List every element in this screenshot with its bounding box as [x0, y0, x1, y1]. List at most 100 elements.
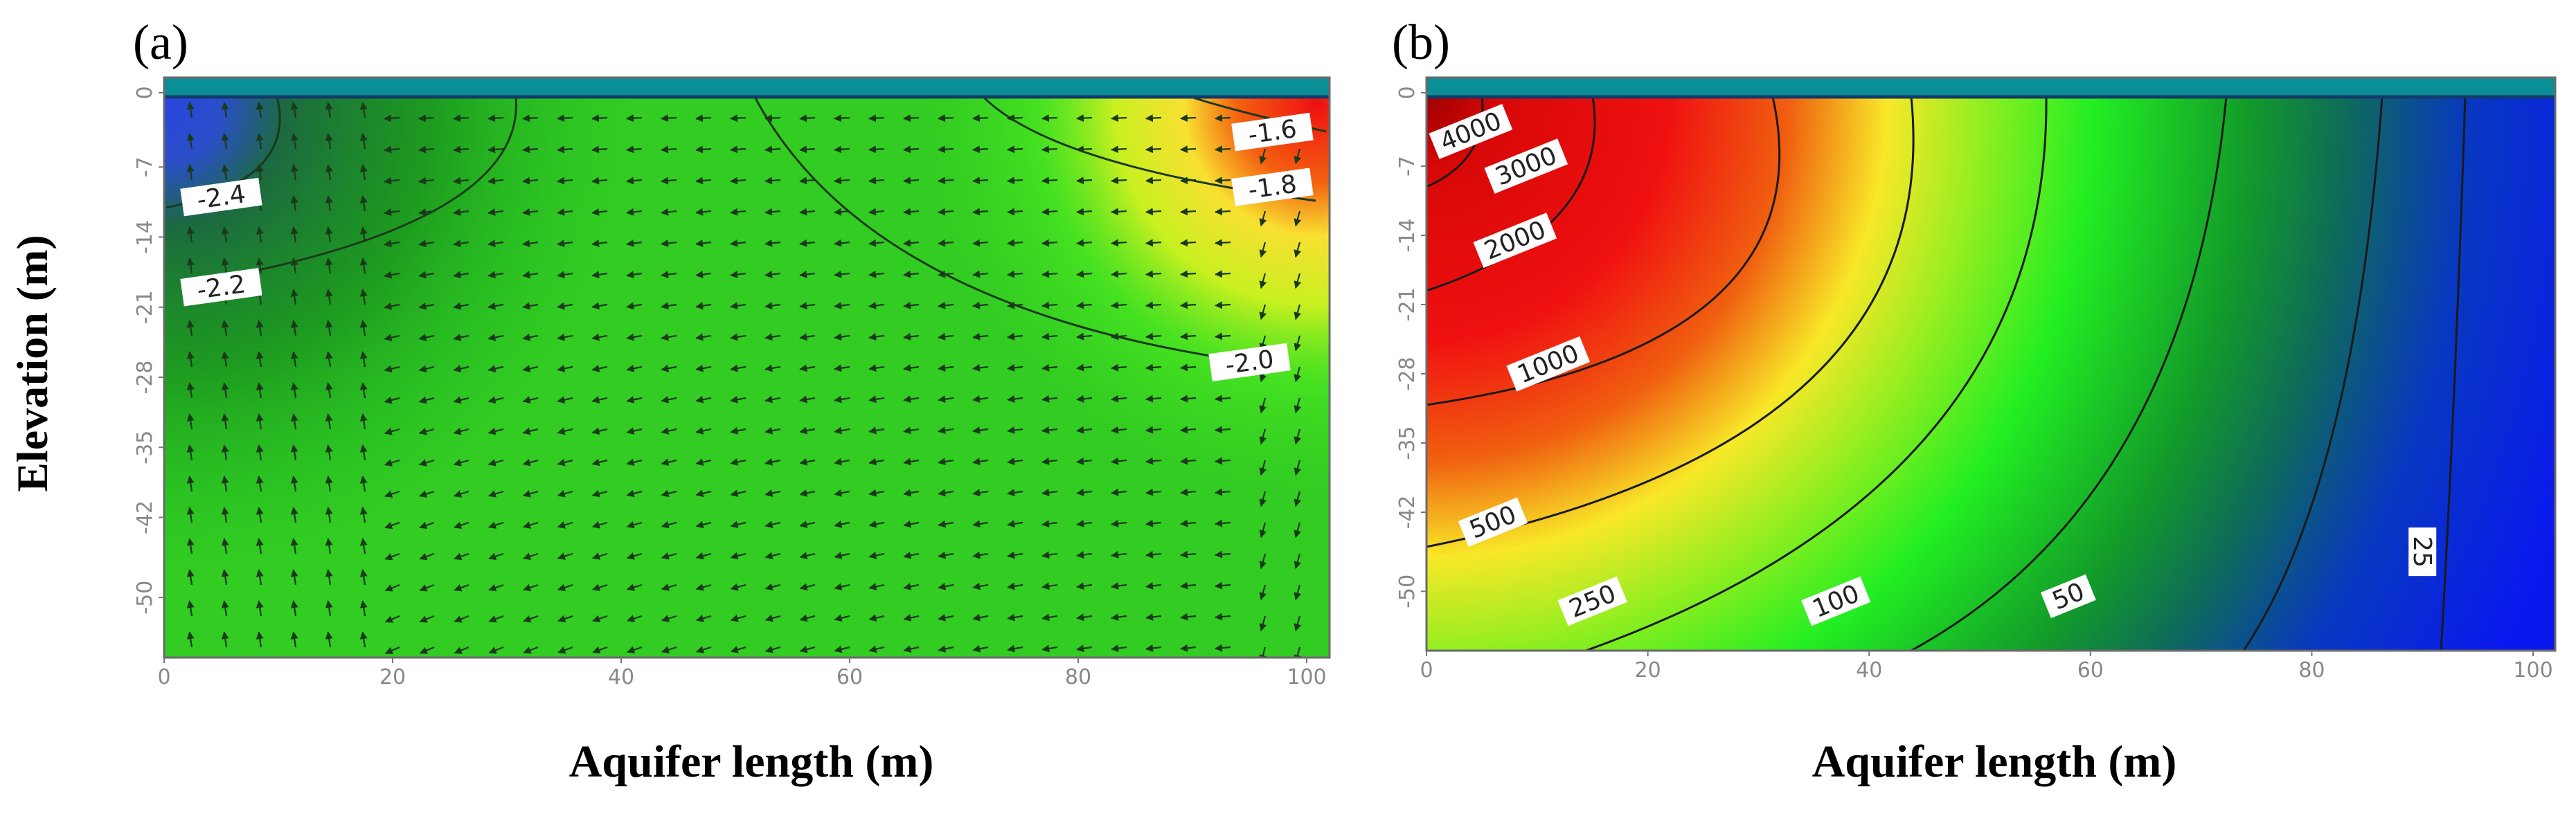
velocity-arrow: [325, 320, 333, 336]
velocity-arrow: [903, 395, 920, 404]
velocity-arrow: [488, 552, 504, 561]
velocity-arrow: [1076, 363, 1093, 372]
velocity-arrow: [523, 615, 539, 623]
velocity-arrow: [384, 302, 400, 310]
velocity-arrow: [522, 427, 539, 435]
velocity-arrow: [556, 145, 573, 154]
velocity-arrow: [325, 600, 333, 617]
velocity-arrow: [256, 257, 264, 274]
velocity-arrow: [661, 615, 677, 622]
velocity-arrow: [903, 458, 920, 466]
velocity-arrow: [1111, 550, 1127, 559]
velocity-arrow: [798, 177, 816, 185]
velocity-arrow: [359, 164, 368, 181]
velocity-arrow: [1041, 177, 1058, 185]
velocity-arrow: [384, 459, 400, 467]
velocity-arrow: [488, 271, 504, 279]
velocity-arrow: [834, 270, 850, 278]
velocity-arrow: [186, 226, 195, 243]
velocity-arrow: [1145, 457, 1162, 465]
velocity-arrow: [661, 302, 677, 310]
velocity-arrow: [186, 538, 195, 554]
x-tick-label: 60: [2077, 658, 2104, 682]
velocity-arrow: [972, 426, 989, 435]
velocity-arrow: [695, 395, 712, 404]
velocity-arrow: [557, 239, 573, 248]
velocity-arrow: [488, 521, 504, 529]
velocity-arrow: [454, 552, 469, 561]
velocity-arrow: [454, 521, 469, 530]
velocity-arrow: [730, 364, 746, 372]
velocity-arrow: [1041, 395, 1058, 403]
velocity-arrow: [1111, 426, 1127, 434]
velocity-arrow: [290, 226, 298, 243]
velocity-arrow: [972, 270, 989, 278]
velocity-arrow: [695, 208, 712, 216]
velocity-arrow: [661, 489, 677, 498]
velocity-arrow: [1075, 145, 1093, 154]
velocity-arrow: [1007, 551, 1023, 559]
velocity-arrow: [972, 208, 989, 216]
velocity-arrow: [661, 458, 677, 467]
velocity-arrow: [695, 583, 712, 591]
velocity-arrow: [221, 257, 229, 274]
velocity-arrow: [488, 458, 504, 467]
velocity-arrow: [695, 364, 712, 372]
panel-b-plot-area: [1426, 97, 2555, 651]
velocity-arrow: [419, 552, 435, 561]
velocity-arrow: [626, 364, 643, 372]
velocity-arrow: [359, 476, 368, 492]
contour-line-b-100: [1911, 97, 2228, 651]
velocity-arrow: [764, 426, 781, 435]
velocity-arrow: [764, 145, 781, 154]
x-tick-label: 100: [2513, 658, 2552, 682]
velocity-arrow: [418, 271, 435, 279]
velocity-arrow: [1179, 457, 1197, 465]
velocity-arrow: [695, 521, 712, 529]
velocity-arrow: [1110, 301, 1127, 309]
velocity-arrow: [1145, 270, 1162, 278]
velocity-arrow: [938, 551, 954, 559]
velocity-arrow: [626, 271, 643, 279]
y-tick-label: -50: [133, 581, 157, 615]
velocity-arrow: [938, 332, 954, 341]
velocity-arrow: [1007, 644, 1023, 653]
velocity-arrow: [1041, 208, 1058, 216]
velocity-arrow: [1180, 581, 1197, 590]
velocity-arrow: [557, 552, 573, 560]
velocity-arrow: [591, 208, 608, 216]
velocity-arrow: [1007, 520, 1023, 528]
velocity-arrow: [1145, 426, 1162, 434]
velocity-arrow: [325, 569, 333, 586]
velocity-arrow: [1111, 488, 1127, 496]
velocity-arrow: [591, 427, 608, 435]
velocity-arrow: [1179, 177, 1197, 185]
velocity-arrow: [868, 333, 885, 341]
velocity-arrow: [359, 320, 368, 336]
velocity-arrow: [799, 302, 816, 310]
velocity-arrow: [384, 490, 400, 498]
velocity-arrow: [1041, 458, 1058, 465]
velocity-arrow: [1145, 644, 1162, 652]
velocity-arrow: [868, 458, 885, 466]
velocity-arrow: [1145, 363, 1162, 372]
velocity-arrow: [186, 102, 195, 118]
velocity-arrow: [764, 645, 781, 653]
velocity-arrow: [454, 615, 469, 623]
velocity-arrow: [903, 270, 920, 278]
velocity-arrow: [1076, 551, 1093, 559]
velocity-arrow: [1075, 301, 1093, 309]
velocity-arrow: [359, 351, 368, 368]
velocity-arrow: [834, 458, 850, 466]
velocity-arrow: [1259, 553, 1267, 570]
velocity-arrow: [1259, 148, 1267, 165]
velocity-arrow: [1145, 581, 1162, 590]
velocity-arrow: [695, 177, 712, 185]
velocity-arrow: [868, 364, 885, 372]
velocity-arrow: [522, 302, 539, 310]
velocity-arrow: [937, 208, 954, 216]
velocity-arrow: [557, 333, 573, 341]
contour-line-b-4000: [1426, 97, 1484, 188]
velocity-arrow: [522, 177, 539, 185]
